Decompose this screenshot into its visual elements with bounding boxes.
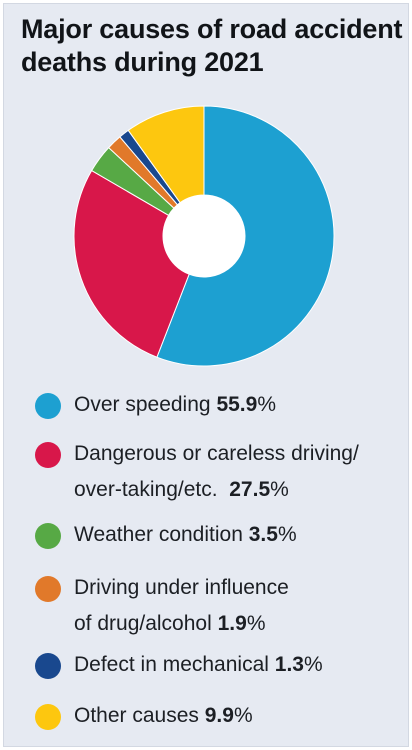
- title-line-1: Major causes of road accident: [21, 14, 403, 44]
- legend-value: 1.9: [217, 612, 247, 635]
- legend-value: 55.9: [216, 393, 258, 416]
- legend-label: of drug/alcohol 1.9%: [74, 609, 266, 639]
- legend-swatch: [35, 653, 61, 679]
- legend-swatch: [35, 393, 61, 419]
- donut-chart: [73, 105, 335, 367]
- legend-label: Weather condition 3.5%: [74, 520, 297, 550]
- legend-swatch: [35, 576, 61, 602]
- legend-value: 3.5: [248, 523, 278, 546]
- legend-label: Driving under influence: [74, 573, 289, 603]
- legend-text: Defect in mechanical: [74, 653, 269, 676]
- legend-swatch: [35, 523, 61, 549]
- legend-text: of drug/alcohol: [74, 612, 212, 635]
- legend-unit: %: [270, 478, 289, 501]
- legend-swatch: [35, 442, 61, 468]
- legend-unit: %: [257, 393, 276, 416]
- legend-text: Dangerous or careless driving/: [74, 442, 359, 465]
- donut-hole: [163, 195, 245, 277]
- chart-title: Major causes of road accident deaths dur…: [21, 13, 406, 79]
- legend-label: Defect in mechanical 1.3%: [74, 650, 323, 680]
- legend-label: Dangerous or careless driving/: [74, 439, 359, 469]
- legend-value: 1.3: [274, 653, 304, 676]
- legend-value: 9.9: [204, 704, 234, 727]
- legend-text: Weather condition: [74, 523, 243, 546]
- legend-label: Over speeding 55.9%: [74, 390, 276, 420]
- legend-text: Over speeding: [74, 393, 211, 416]
- legend-label: over-taking/etc. 27.5%: [74, 475, 289, 505]
- legend-unit: %: [277, 523, 297, 546]
- legend-swatch: [35, 704, 61, 730]
- legend-unit: %: [233, 704, 253, 727]
- legend-unit: %: [303, 653, 323, 676]
- legend-text: over-taking/etc.: [74, 478, 218, 501]
- legend-value: 27.5: [229, 478, 271, 501]
- legend-label: Other causes 9.9%: [74, 701, 253, 731]
- legend-unit: %: [246, 612, 266, 635]
- legend-text: Other causes: [74, 704, 199, 727]
- legend-text: Driving under influence: [74, 576, 289, 599]
- title-line-2: deaths during 2021: [21, 47, 264, 77]
